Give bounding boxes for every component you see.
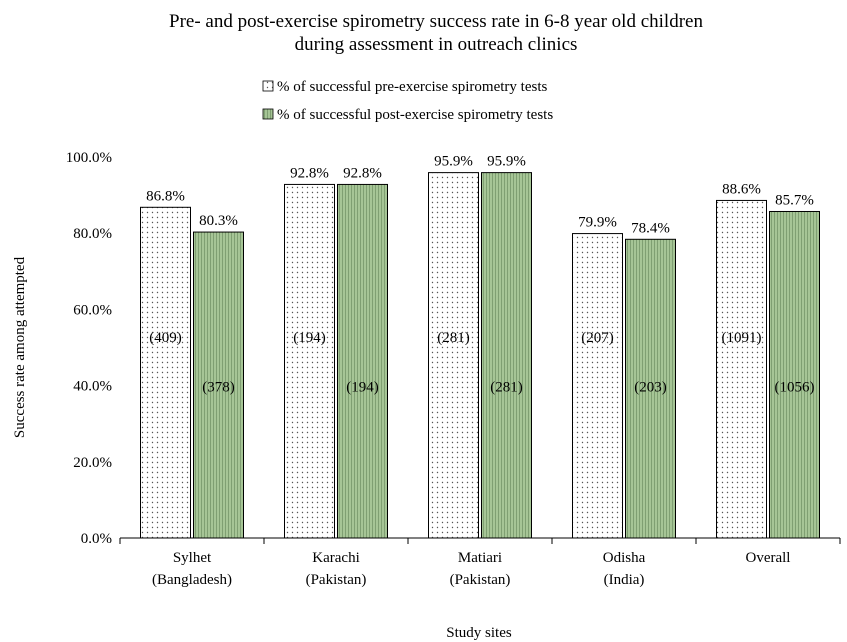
bar xyxy=(140,206,191,539)
y-axis-label: Success rate among attempted xyxy=(12,256,28,438)
count-label: (194) xyxy=(293,330,326,346)
x-tick-label: Sylhet xyxy=(173,550,212,566)
legend-swatch xyxy=(262,108,274,120)
y-tick-label: 0.0% xyxy=(81,531,112,547)
value-label: 86.8% xyxy=(146,188,185,204)
y-tick-label: 80.0% xyxy=(73,226,112,242)
y-axis: 0.0% 20.0% 40.0% 60.0% 80.0% 100.0% Success ra… xyxy=(12,150,112,547)
value-label: 78.4% xyxy=(631,220,670,236)
value-label: 80.3% xyxy=(199,213,238,229)
legend: % of successful pre-exercise spirometry … xyxy=(262,79,553,123)
y-tick-label: 100.0% xyxy=(66,150,112,166)
x-tick-label: Overall xyxy=(746,550,791,566)
x-tick-label: Karachi xyxy=(312,550,359,566)
value-label: 95.9% xyxy=(487,154,526,170)
bar xyxy=(572,233,623,539)
y-tick-label: 40.0% xyxy=(73,379,112,395)
value-label: 85.7% xyxy=(775,192,814,208)
bar xyxy=(481,172,532,539)
count-label: (1056) xyxy=(775,379,815,395)
legend-label: % of successful post-exercise spirometry… xyxy=(277,107,553,123)
bars xyxy=(140,172,820,539)
value-label: 92.8% xyxy=(290,165,329,181)
count-label: (409) xyxy=(149,330,182,346)
bar xyxy=(284,183,335,539)
x-tick-label: (Pakistan) xyxy=(306,572,367,588)
y-tick-label: 20.0% xyxy=(73,455,112,471)
count-label: (378) xyxy=(202,379,235,395)
legend-label: % of successful pre-exercise spirometry … xyxy=(277,79,547,95)
data-labels: 86.8% (409) 80.3% (378) 92.8% (194) 92.8% (194)… xyxy=(146,154,814,396)
count-label: (1091) xyxy=(722,330,762,346)
count-label: (207) xyxy=(581,330,614,346)
legend-swatch xyxy=(262,80,274,92)
title-line: during assessment in outreach clinics xyxy=(295,34,578,55)
count-label: (203) xyxy=(634,379,667,395)
bar xyxy=(428,172,479,539)
count-label: (281) xyxy=(437,330,470,346)
x-tick-label: (Pakistan) xyxy=(450,572,511,588)
value-label: 88.6% xyxy=(722,181,761,197)
x-tick-label: (Bangladesh) xyxy=(152,572,232,588)
value-label: 95.9% xyxy=(434,154,473,170)
x-tick-label: Matiari xyxy=(458,550,502,566)
bar xyxy=(193,231,244,539)
value-label: 92.8% xyxy=(343,165,382,181)
x-tick-label: Odisha xyxy=(603,550,646,566)
count-label: (281) xyxy=(490,379,523,395)
bar xyxy=(337,183,388,539)
bar xyxy=(769,210,820,539)
x-tick-label: (India) xyxy=(604,572,645,588)
chart-title: Pre- and post-exercise spirometry succes… xyxy=(169,11,703,55)
x-axis: Sylhet (Bangladesh) Karachi (Pakistan) Matia… xyxy=(119,537,841,641)
bar xyxy=(625,238,676,539)
x-axis-label: Study sites xyxy=(446,625,512,641)
y-tick-label: 60.0% xyxy=(73,302,112,318)
value-label: 79.9% xyxy=(578,215,617,231)
bar xyxy=(716,199,767,539)
title-line: Pre- and post-exercise spirometry succes… xyxy=(169,11,703,32)
count-label: (194) xyxy=(346,379,379,395)
